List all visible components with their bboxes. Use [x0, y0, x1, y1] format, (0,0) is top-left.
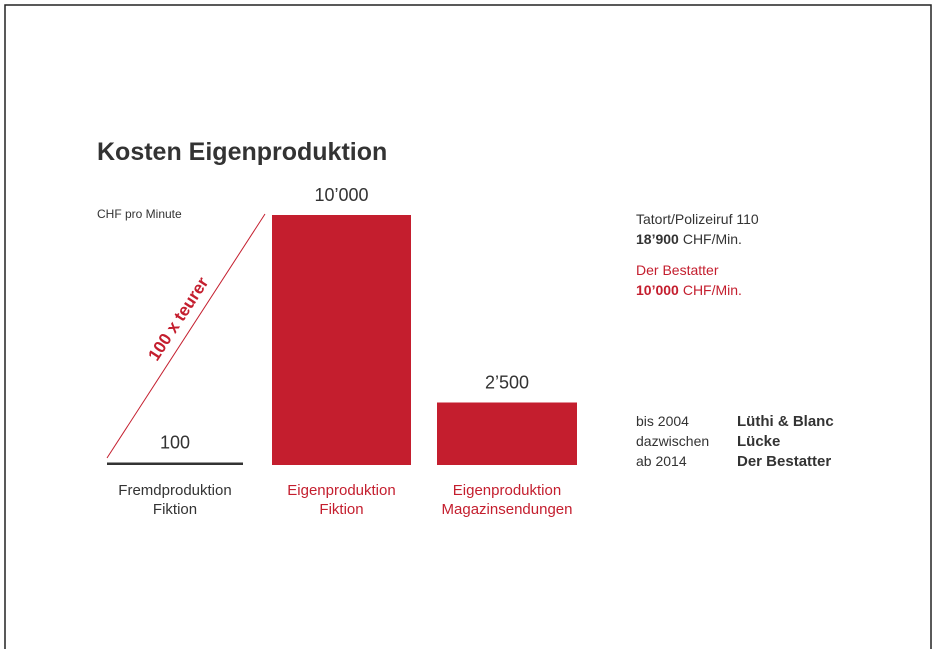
note-amount: 18’900 CHF/Min.: [636, 231, 742, 247]
category-label: Fiktion: [153, 501, 197, 518]
bar: [272, 215, 411, 465]
comparison-line: [106, 213, 266, 459]
note-amount-value: 10’000: [636, 282, 679, 298]
note-amount: 10’000 CHF/Min.: [636, 282, 742, 298]
timeline-period: ab 2014: [636, 453, 687, 469]
timeline-period: dazwischen: [636, 433, 709, 449]
timeline-show: Lüthi & Blanc: [737, 413, 834, 430]
category-label: Eigenproduktion: [287, 482, 395, 499]
unit-label: CHF pro Minute: [97, 207, 182, 221]
category-label: Eigenproduktion: [453, 482, 561, 499]
note-title: Tatort/Polizeiruf 110: [636, 211, 759, 227]
category-label: Fremdproduktion: [118, 482, 231, 499]
chart-title: Kosten Eigenproduktion: [97, 138, 387, 166]
bar: [107, 462, 243, 465]
timeline-period: bis 2004: [636, 413, 689, 429]
note-title: Der Bestatter: [636, 262, 719, 278]
note-amount-value: 18’900: [636, 231, 679, 247]
value-label: 2’500: [485, 373, 529, 393]
category-label: Magazinsendungen: [442, 501, 573, 518]
category-label: Fiktion: [319, 501, 363, 518]
value-label: 100: [160, 433, 190, 453]
frame: [4, 4, 932, 649]
value-label: 10’000: [314, 185, 368, 205]
note-amount-unit: CHF/Min.: [683, 231, 742, 247]
timeline-show: Lücke: [737, 433, 780, 450]
bar: [437, 402, 577, 465]
timeline-show: Der Bestatter: [737, 453, 831, 470]
note-amount-unit: CHF/Min.: [683, 282, 742, 298]
